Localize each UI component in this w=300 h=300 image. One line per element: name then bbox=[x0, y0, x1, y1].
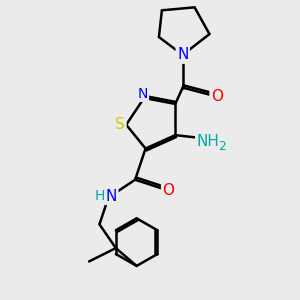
Text: O: O bbox=[211, 89, 223, 104]
Text: H: H bbox=[94, 189, 105, 203]
Text: 2: 2 bbox=[218, 140, 226, 153]
Text: O: O bbox=[162, 183, 174, 198]
Text: N: N bbox=[106, 189, 117, 204]
Text: N: N bbox=[137, 86, 148, 100]
Text: NH: NH bbox=[196, 134, 219, 148]
Text: N: N bbox=[177, 47, 188, 62]
Text: S: S bbox=[116, 117, 125, 132]
